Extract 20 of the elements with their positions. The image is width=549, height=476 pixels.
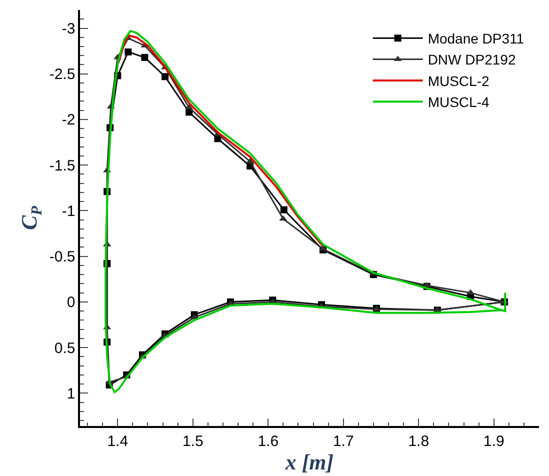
y-tick-label: 0 [66, 294, 76, 312]
x-tick-label: 1.5 [182, 432, 204, 450]
legend-label: DNW DP2192 [428, 52, 516, 68]
y-tick-label: -3 [62, 20, 76, 38]
legend-label: MUSCL-2 [428, 72, 490, 89]
x-tick-label: 1.7 [332, 432, 354, 450]
x-tick-label: 1.8 [408, 432, 430, 450]
x-tick-label: 1.6 [258, 432, 279, 450]
legend-label: Modane DP311 [428, 30, 524, 47]
x-tick-label: 1.4 [107, 432, 128, 450]
x-axis-title: x [m] [284, 450, 334, 475]
y-tick-label: -1 [62, 202, 76, 220]
y-tick-label: 1 [66, 385, 76, 402]
legend-label: MUSCL-4 [428, 94, 490, 110]
y-tick-label: -2 [62, 112, 76, 129]
y-tick-label: -2.5 [49, 66, 76, 84]
x-tick-label: 1.9 [483, 432, 504, 450]
y-tick-label: -0.5 [49, 248, 76, 266]
y-tick-label: -1.5 [49, 157, 76, 174]
y-tick-label: 0.5 [54, 340, 76, 357]
